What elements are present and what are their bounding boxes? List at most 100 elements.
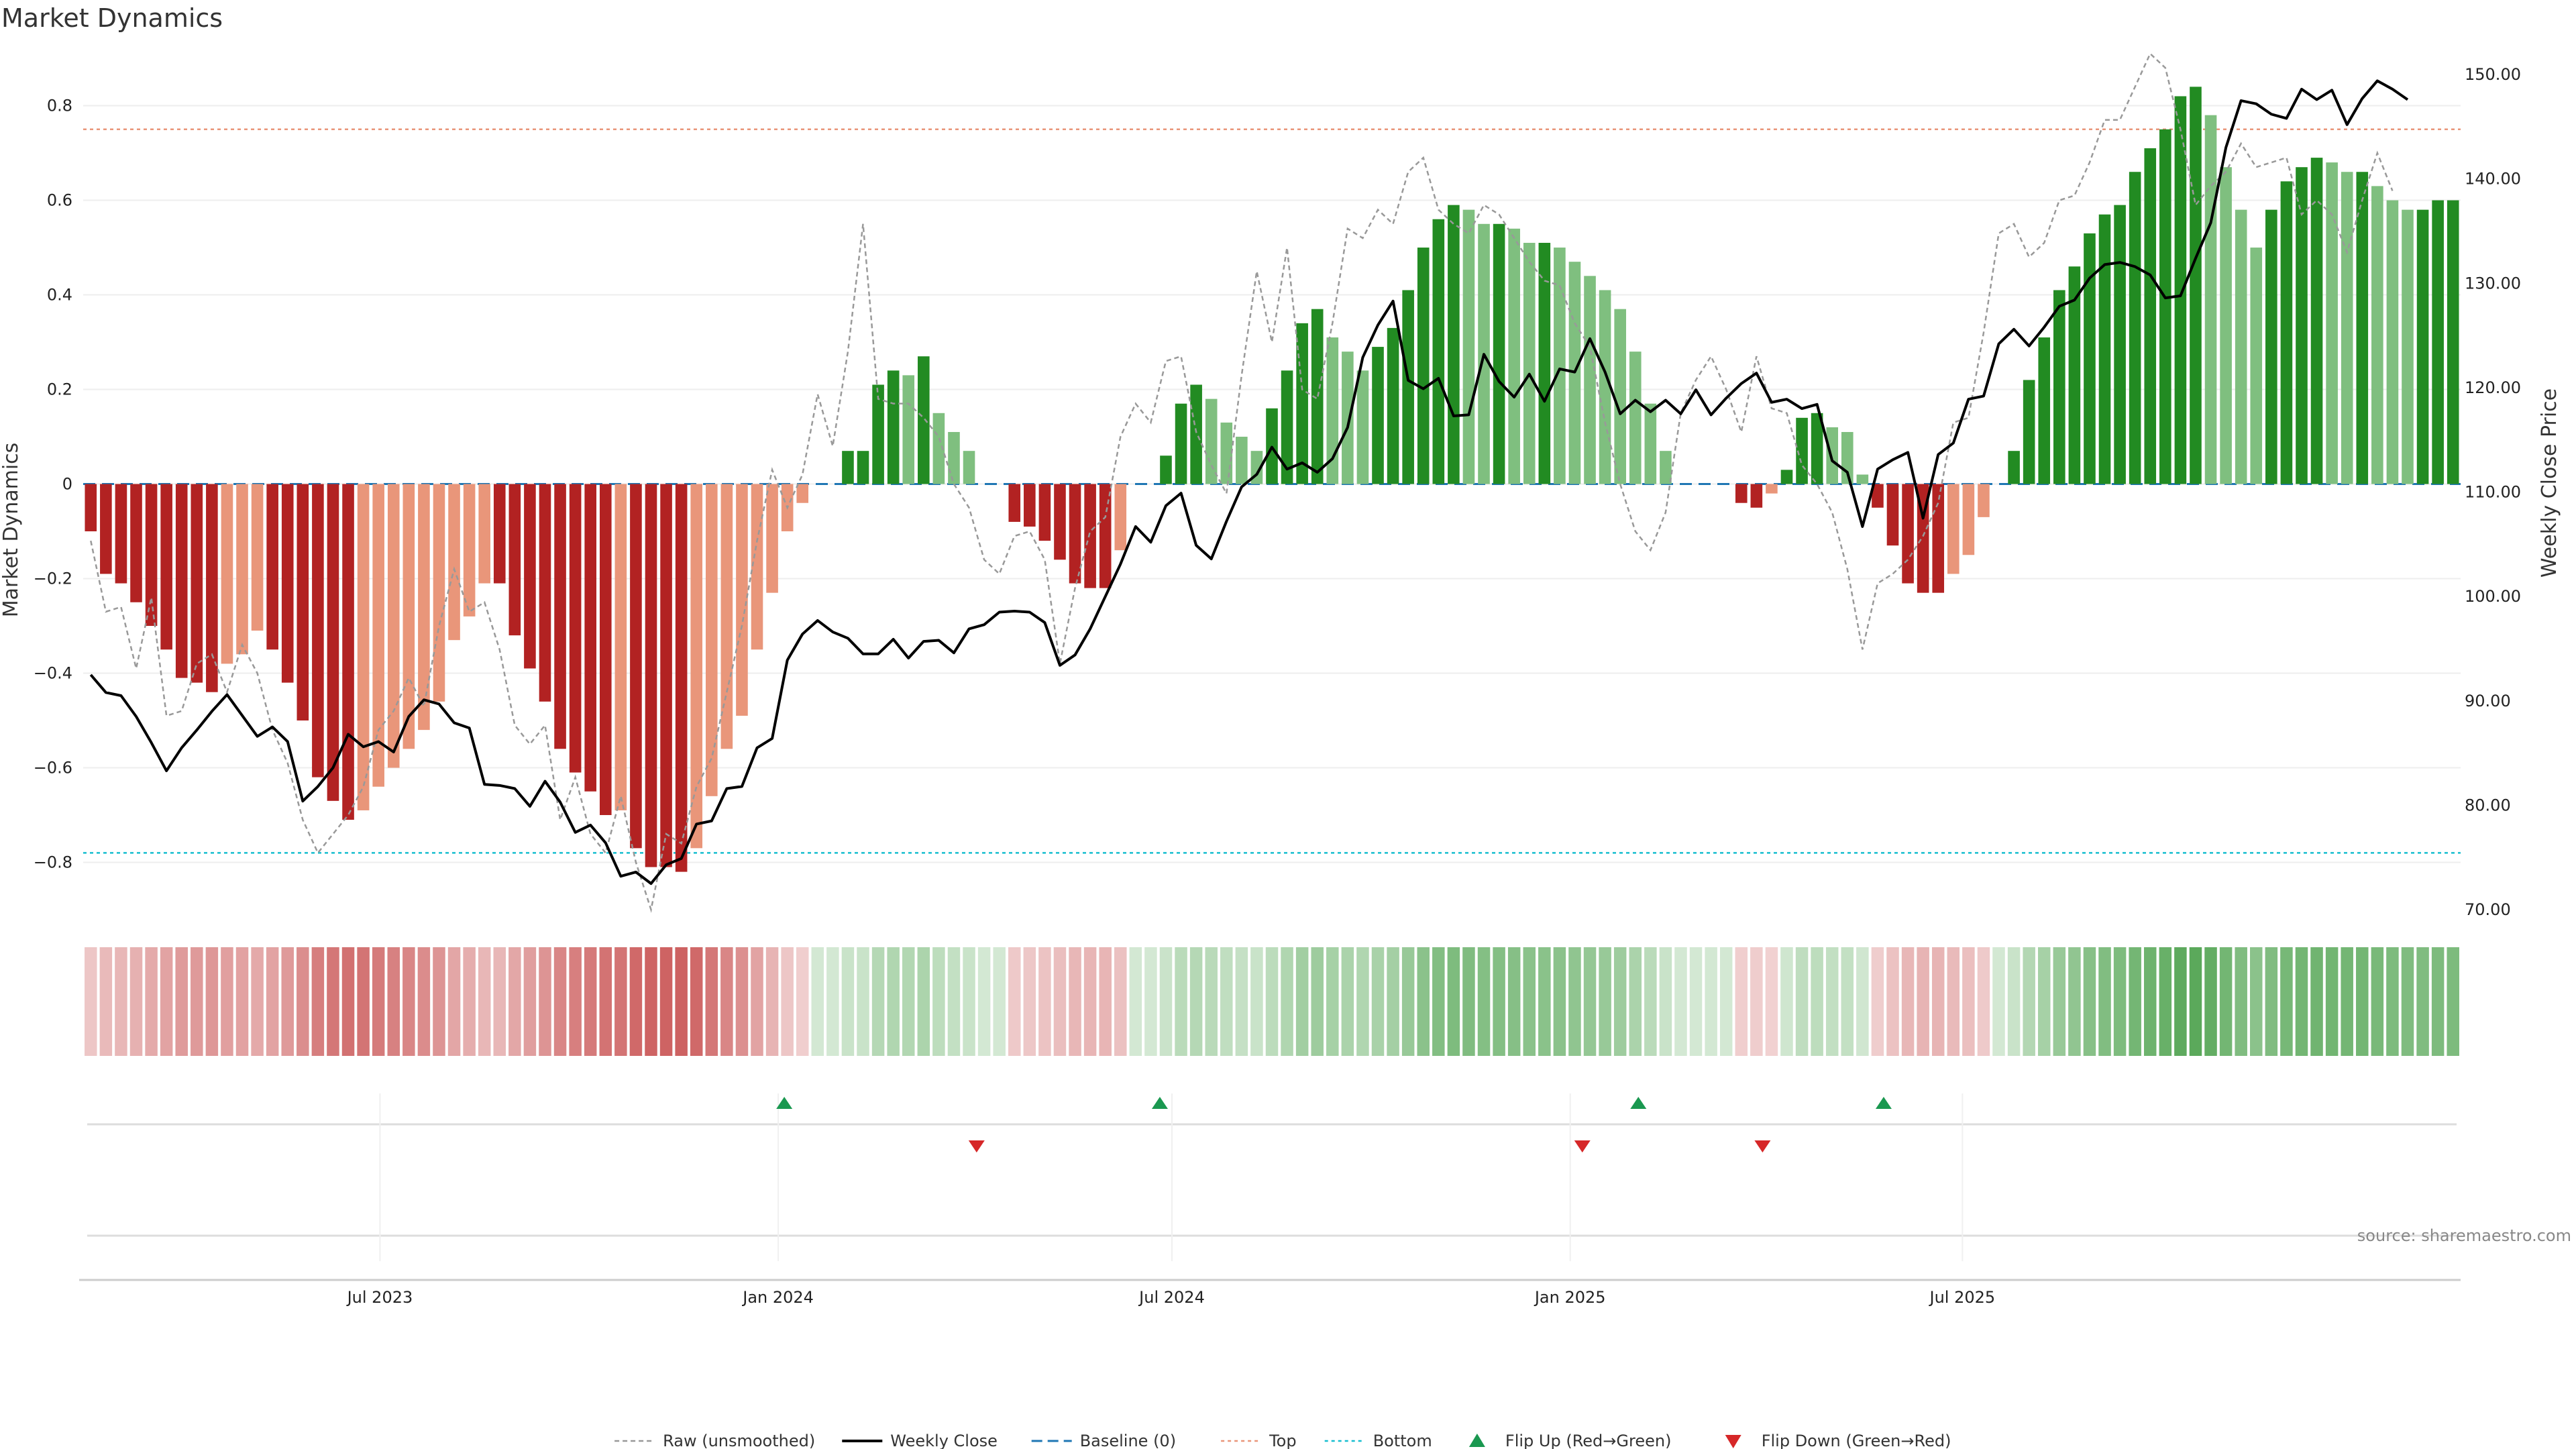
dynamics-bar bbox=[902, 375, 915, 484]
regime-cell bbox=[221, 947, 233, 1056]
dynamics-bar bbox=[1978, 484, 1990, 517]
dynamics-bar bbox=[1054, 484, 1066, 560]
dynamics-bar bbox=[1508, 228, 1520, 484]
dynamics-bar bbox=[918, 356, 930, 484]
regime-cell bbox=[1886, 947, 1899, 1056]
flip-up-marker bbox=[1630, 1097, 1647, 1109]
dynamics-bar bbox=[206, 484, 218, 692]
dynamics-bar bbox=[1872, 484, 1884, 508]
flip-panel bbox=[87, 1093, 2457, 1261]
regime-cell bbox=[1295, 947, 1309, 1056]
regime-cell bbox=[327, 947, 339, 1056]
x-tick-label: Jul 2024 bbox=[1138, 1288, 1205, 1307]
left-tick-label: 0 bbox=[62, 475, 72, 494]
regime-cell bbox=[2174, 947, 2187, 1056]
flip-down-marker bbox=[1574, 1140, 1591, 1152]
regime-cell bbox=[675, 947, 688, 1056]
right-tick-label: 120.00 bbox=[2465, 378, 2521, 397]
legend-label: Raw (unsmoothed) bbox=[663, 1432, 815, 1449]
regime-cell bbox=[690, 947, 703, 1056]
regime-cell bbox=[2325, 947, 2339, 1056]
regime-cell bbox=[1553, 947, 1566, 1056]
regime-cell bbox=[1613, 947, 1627, 1056]
regime-cell bbox=[1341, 947, 1354, 1056]
regime-cell bbox=[2250, 947, 2263, 1056]
dynamics-bar bbox=[1372, 347, 1384, 484]
regime-cell bbox=[811, 947, 824, 1056]
regime-cell bbox=[1371, 947, 1385, 1056]
regime-cell bbox=[1462, 947, 1475, 1056]
regime-cell bbox=[1568, 947, 1581, 1056]
regime-cell bbox=[1719, 947, 1733, 1056]
dynamics-bar bbox=[493, 484, 506, 584]
dynamics-bar bbox=[2402, 209, 2414, 484]
left-axis-ticks: −0.8 −0.6 −0.4 −0.2 0 0.2 0.4 0.6 0.8 bbox=[34, 97, 72, 872]
regime-cell bbox=[1523, 947, 1536, 1056]
right-tick-label: 140.00 bbox=[2465, 170, 2521, 189]
left-tick-label: −0.4 bbox=[34, 664, 72, 683]
dynamics-bar bbox=[872, 384, 884, 484]
regime-cell bbox=[99, 947, 113, 1056]
regime-cell bbox=[2037, 947, 2051, 1056]
regime-cell bbox=[857, 947, 869, 1056]
dynamics-bar bbox=[297, 484, 309, 721]
dynamics-bar bbox=[675, 484, 688, 872]
regime-cell bbox=[932, 947, 945, 1056]
regime-cell bbox=[1038, 947, 1051, 1056]
dynamics-bar bbox=[1523, 242, 1536, 484]
right-tick-label: 100.00 bbox=[2465, 587, 2521, 606]
dynamics-bar bbox=[508, 484, 521, 636]
dynamics-bar bbox=[1342, 352, 1354, 484]
dynamics-bar bbox=[2296, 167, 2308, 484]
dynamics-bar bbox=[2190, 87, 2202, 484]
x-tick-label: Jan 2025 bbox=[1534, 1288, 1606, 1307]
dynamics-bar bbox=[932, 413, 945, 484]
regime-cell bbox=[191, 947, 203, 1056]
regime-cell bbox=[1795, 947, 1809, 1056]
dynamics-bar bbox=[887, 370, 900, 484]
regime-cell bbox=[902, 947, 915, 1056]
regime-cell bbox=[553, 947, 567, 1056]
regime-cell bbox=[569, 947, 582, 1056]
regime-cell bbox=[2356, 947, 2369, 1056]
dynamics-bar bbox=[1856, 474, 1869, 484]
dynamics-bar bbox=[2053, 290, 2065, 484]
legend-swatch-flip-down bbox=[1725, 1435, 1741, 1448]
regime-cell bbox=[2129, 947, 2141, 1056]
regime-cell bbox=[1235, 947, 1248, 1056]
dynamics-bar bbox=[85, 484, 97, 532]
dynamics-bar bbox=[1038, 484, 1051, 541]
left-tick-label: −0.6 bbox=[34, 759, 72, 777]
regime-cell bbox=[1780, 947, 1793, 1056]
regime-cell bbox=[251, 947, 264, 1056]
dynamics-bar bbox=[736, 484, 748, 716]
x-tick-label: Jul 2023 bbox=[346, 1288, 413, 1307]
dynamics-bar bbox=[1780, 470, 1793, 484]
regime-cell bbox=[1447, 947, 1460, 1056]
dynamics-bar bbox=[236, 484, 248, 655]
regime-cell bbox=[2371, 947, 2384, 1056]
dynamics-bar bbox=[1236, 437, 1248, 484]
dynamics-bar bbox=[1599, 290, 1611, 484]
dynamics-bar bbox=[948, 431, 960, 484]
regime-cell bbox=[751, 947, 763, 1056]
dynamics-bar bbox=[327, 484, 339, 801]
dynamics-bar bbox=[266, 484, 278, 650]
regime-cell bbox=[2007, 947, 2021, 1056]
regime-cell bbox=[341, 947, 355, 1056]
legend-swatch-flip-up bbox=[1468, 1434, 1485, 1447]
dynamics-bar bbox=[2310, 158, 2323, 484]
dynamics-bar bbox=[1448, 205, 1460, 484]
dynamics-bar bbox=[2144, 148, 2157, 484]
dynamics-bar bbox=[645, 484, 657, 867]
dynamics-bar bbox=[1432, 219, 1445, 484]
regime-cell bbox=[523, 947, 537, 1056]
left-tick-label: 0.8 bbox=[47, 97, 72, 115]
regime-cell bbox=[478, 947, 491, 1056]
legend-label: Flip Up (Red→Green) bbox=[1505, 1432, 1672, 1449]
regime-cell bbox=[145, 947, 158, 1056]
regime-cell bbox=[311, 947, 325, 1056]
dynamics-bar bbox=[1402, 290, 1414, 484]
left-tick-label: −0.2 bbox=[34, 570, 72, 588]
